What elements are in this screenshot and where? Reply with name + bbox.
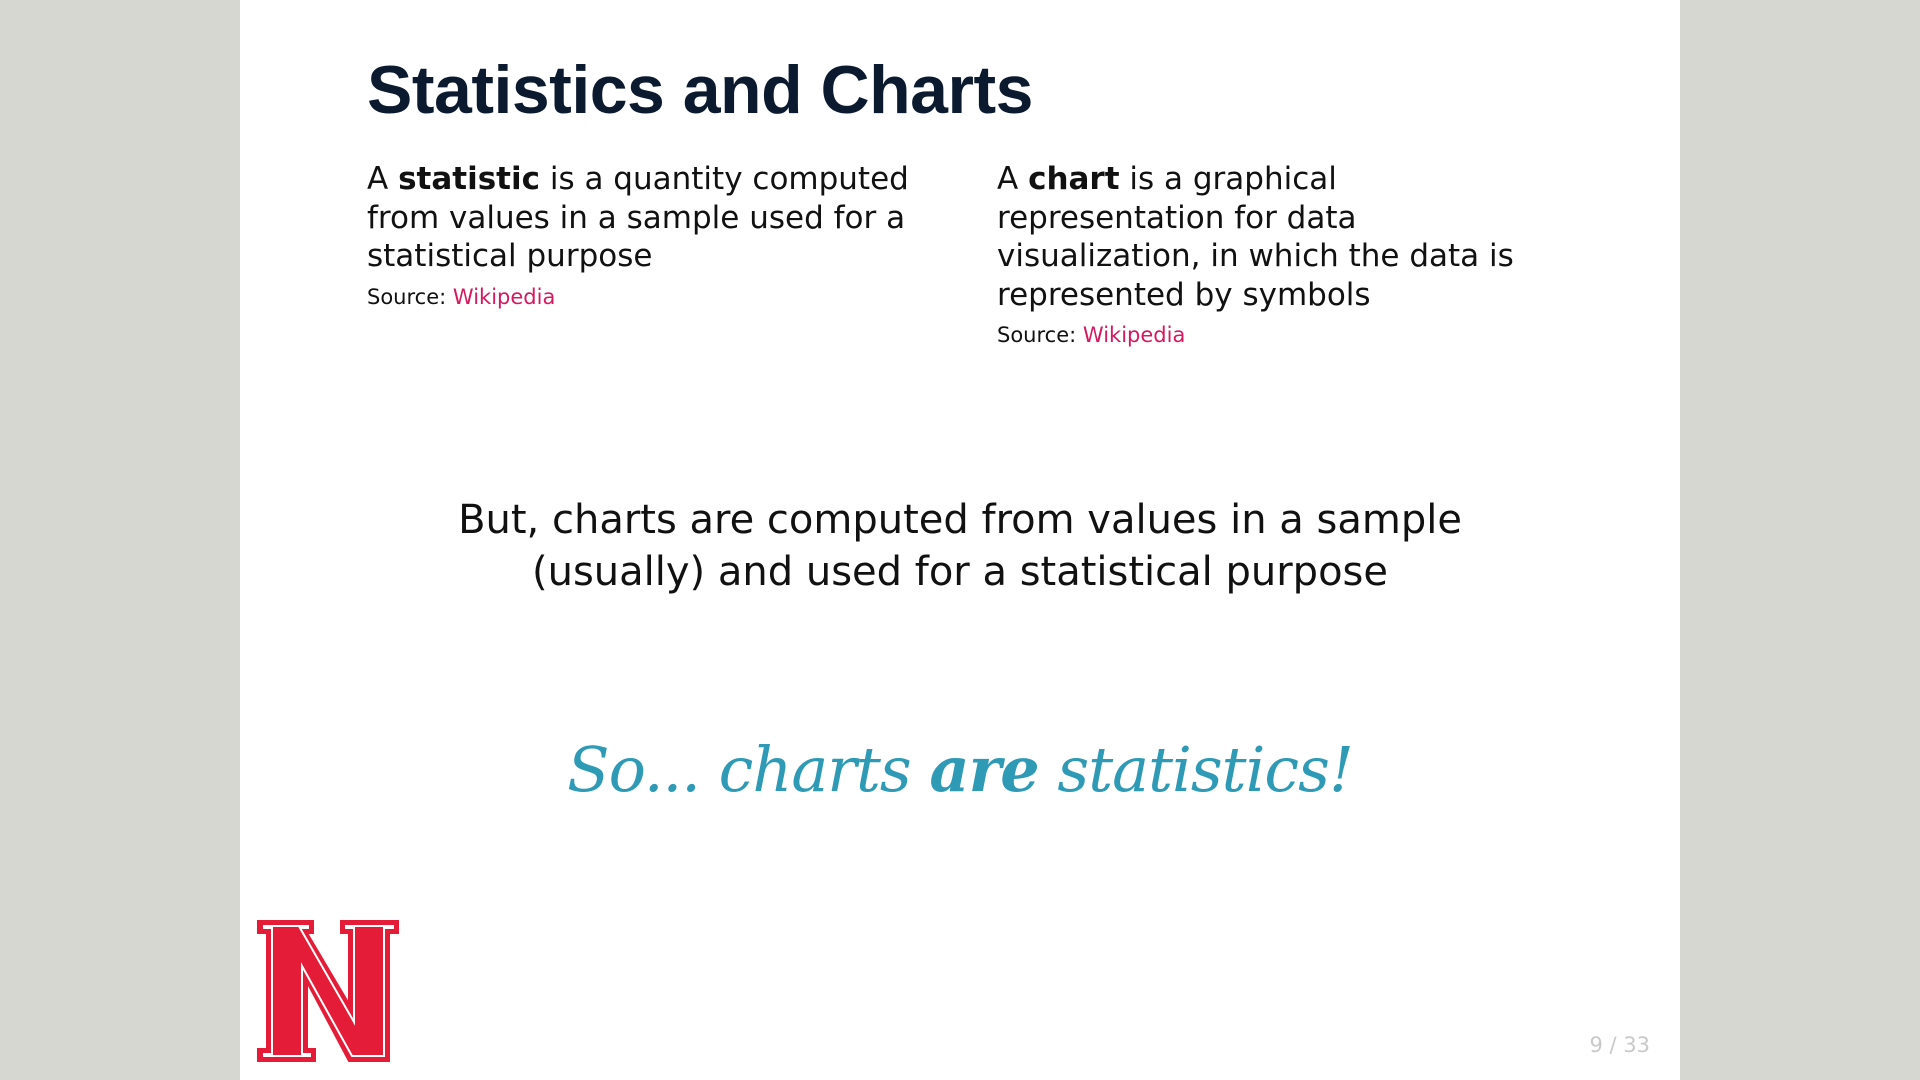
statistic-source: Source: Wikipedia: [367, 282, 937, 312]
statistic-source-link[interactable]: Wikipedia: [452, 284, 556, 309]
source-label: Source:: [367, 284, 453, 309]
slide-title: Statistics and Charts: [367, 52, 1033, 128]
source-label: Source:: [997, 323, 1083, 347]
chart-term: chart: [1028, 161, 1120, 197]
chart-definition: A chart is a graphical representation fo…: [997, 160, 1557, 350]
chart-source-link[interactable]: Wikipedia: [1082, 323, 1186, 347]
slide: Statistics and Charts A statistic is a q…: [240, 0, 1680, 1080]
conclusion: So... charts are statistics!: [240, 730, 1680, 810]
conclusion-suffix: statistics!: [1038, 733, 1353, 806]
definition-prefix: A: [367, 161, 399, 197]
statement-line-1: But, charts are computed from values in …: [458, 497, 1462, 543]
statistic-definition-text: A statistic is a quantity computed from …: [367, 160, 937, 276]
statement: But, charts are computed from values in …: [240, 494, 1680, 598]
chart-definition-text: A chart is a graphical representation fo…: [997, 160, 1557, 314]
chart-source: Source: Wikipedia: [997, 320, 1557, 350]
statistic-term: statistic: [398, 161, 540, 197]
definition-prefix: A: [997, 161, 1029, 197]
statistic-definition-body: is a quantity computed from values in a …: [367, 161, 909, 274]
conclusion-prefix: So... charts: [567, 733, 930, 806]
page-number: 9 / 33: [1589, 1033, 1650, 1057]
statistic-definition: A statistic is a quantity computed from …: [367, 160, 937, 312]
chart-definition-body: is a graphical representation for data v…: [997, 161, 1514, 313]
statement-line-2: (usually) and used for a statistical pur…: [532, 549, 1388, 595]
nebraska-n-logo-icon: [255, 918, 401, 1064]
conclusion-emphasis: are: [929, 733, 1039, 806]
